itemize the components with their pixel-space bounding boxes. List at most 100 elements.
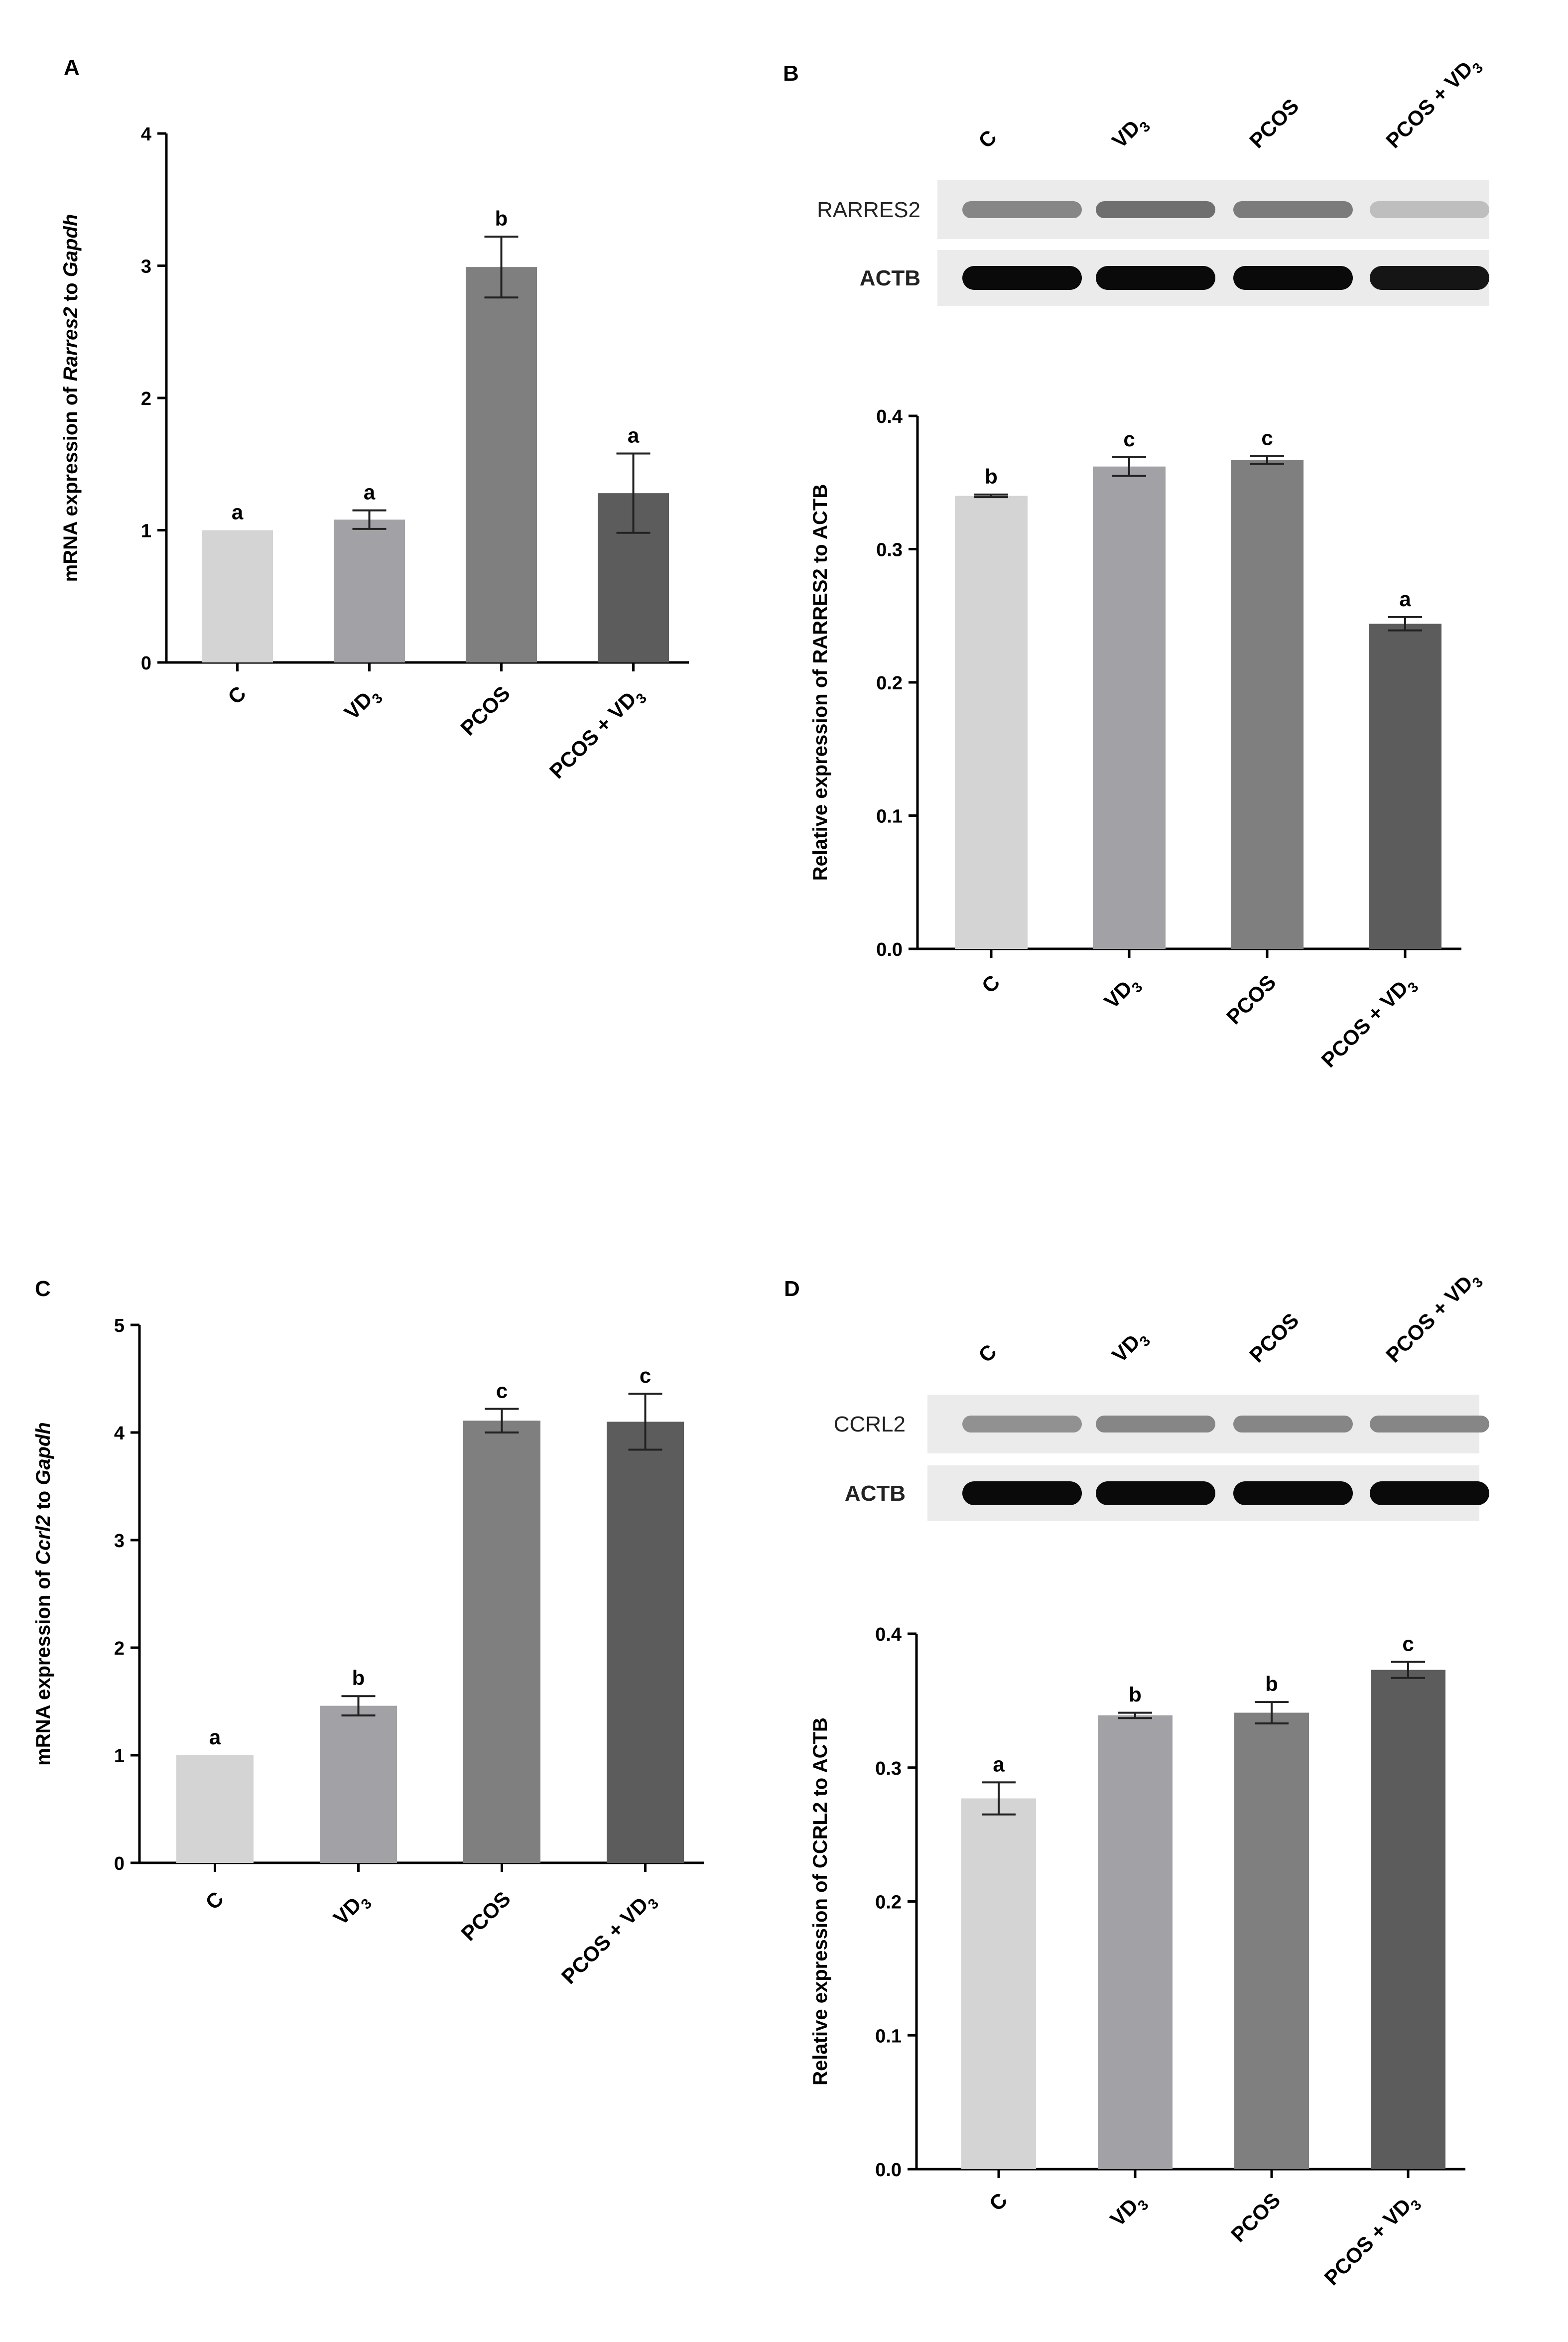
blot-lane-label: PCOS [1245, 94, 1303, 152]
bar-chart-b: B 0.0 0.1 0.2 0.3 0.4 Relative expression of R… [783, 61, 1461, 1075]
bar-b-2 [1231, 460, 1304, 949]
blot-lane-label: C [974, 1340, 1001, 1367]
y-axis-label: mRNA expression of Rarres2 to Gapdh [60, 214, 82, 582]
bar-c-0 [176, 1755, 254, 1863]
bar-d-1 [1098, 1715, 1173, 2169]
blot-band [1370, 1416, 1489, 1432]
bar-a-2 [466, 267, 537, 662]
y-tick-label: 0 [141, 653, 151, 674]
x-tick-label: PCOS [1222, 970, 1280, 1029]
blot-band [1096, 1481, 1215, 1505]
significance-letter: a [1399, 587, 1411, 611]
x-tick-label-group: PCOS + VD3​ [1319, 2188, 1425, 2293]
blot-band [1233, 1416, 1353, 1432]
x-tick-label-group: PCOS + VD3​ [1316, 970, 1422, 1075]
blot-band [962, 201, 1082, 218]
y-axis-label: Relative expression of RARRES2 to ACTB [809, 484, 831, 881]
blot-lane-label-group: PCOS + VD3​ [1381, 51, 1486, 152]
significance-letter: a [232, 501, 244, 524]
blot-lane-label-group: C [974, 1340, 1001, 1367]
bar-c-1 [320, 1705, 397, 1863]
blot-band [1096, 201, 1215, 218]
significance-letter: b [985, 465, 998, 488]
blot-band [1096, 266, 1215, 290]
blot-lane-label: VD3​ [1107, 1324, 1154, 1370]
significance-letter: b [352, 1666, 365, 1690]
x-tick-label-group: PCOS + VD3​ [557, 1887, 662, 1992]
panel-label-b: B [783, 61, 799, 86]
bar-chart-a: A 0 1 2 3 4 mRNA expression of Rarres2 to Gapd… [60, 55, 689, 783]
bar-b-1 [1093, 466, 1166, 949]
bar-a-0 [202, 530, 273, 662]
x-tick-label: VD3​ [340, 681, 386, 728]
blot-band [1370, 266, 1489, 290]
blot-band [962, 1481, 1082, 1505]
y-tick-label: 4 [141, 124, 151, 145]
x-tick-label-group: VD3​ [1105, 2188, 1152, 2231]
blot-row-label: CCRL2 [834, 1412, 906, 1436]
x-tick-label-group: C [201, 1887, 228, 1914]
significance-letter: c [1402, 1632, 1414, 1655]
panel-label-a: A [64, 55, 80, 80]
significance-letter: a [993, 1752, 1005, 1776]
x-tick-label-group: PCOS [1226, 2188, 1285, 2246]
significance-letter: a [364, 481, 376, 504]
western-blot-d: C VD3​ PCOS PCOS + VD3​ CCRL2 ACTB [834, 1265, 1489, 1521]
blot-lane-label-group: PCOS [1245, 1308, 1303, 1367]
significance-letter: b [495, 207, 508, 230]
y-tick-label: 0.4 [876, 406, 903, 427]
x-tick-label: PCOS [456, 681, 514, 740]
blot-row-label: ACTB [860, 266, 920, 290]
bar-a-1 [334, 520, 405, 662]
y-axis-label: Relative expression of CCRL2 to ACTB [809, 1717, 831, 2085]
y-tick-label: 2 [141, 389, 151, 409]
blot-lane-label: VD3​ [1107, 110, 1154, 156]
blot-row-label: RARRES2 [817, 198, 920, 222]
significance-letter: a [628, 424, 640, 447]
bar-d-0 [961, 1798, 1036, 2169]
blot-band [1233, 266, 1353, 290]
bar-d-2 [1234, 1712, 1309, 2169]
significance-letter: c [1261, 426, 1273, 449]
blot-lane-label-group: VD3​ [1107, 110, 1154, 156]
panel-label-c: C [35, 1277, 51, 1301]
x-tick-label: PCOS + VD3​ [557, 1887, 662, 1992]
panel-label-d: D [784, 1277, 800, 1301]
y-axis-label: mRNA expression of Ccrl2 to Gapdh [32, 1422, 54, 1766]
y-tick-label: 0.4 [875, 1624, 902, 1645]
x-tick-label-group: PCOS [456, 1887, 515, 1945]
blot-band [1233, 201, 1353, 218]
y-tick-label: 0.0 [875, 2160, 902, 2181]
x-tick-label: PCOS + VD3​ [1319, 2188, 1425, 2293]
y-tick-label: 0.2 [875, 1892, 902, 1913]
x-tick-label: PCOS + VD3​ [1316, 970, 1422, 1075]
x-tick-label: PCOS [456, 1887, 515, 1945]
blot-band [962, 266, 1082, 290]
bar-c-2 [463, 1421, 540, 1863]
blot-lane-label-group: C [974, 126, 1001, 153]
bar-b-3 [1369, 624, 1441, 949]
blot-lane-label: C [974, 126, 1001, 153]
y-tick-label: 0.3 [876, 540, 903, 561]
y-tick-label: 2 [114, 1638, 125, 1659]
x-tick-label: C [201, 1887, 228, 1914]
y-tick-label: 0.0 [876, 939, 903, 960]
significance-letter: b [1265, 1672, 1278, 1695]
x-tick-label-group: VD3​ [1099, 970, 1146, 1017]
bar-d-3 [1371, 1670, 1445, 2169]
x-tick-label-group: C [985, 2188, 1012, 2215]
x-tick-label-group: C [977, 970, 1005, 998]
y-tick-label: 0 [114, 1853, 125, 1874]
y-tick-label: 3 [114, 1531, 125, 1552]
y-tick-label: 3 [141, 257, 151, 277]
x-tick-label: PCOS [1226, 2188, 1285, 2246]
western-blot-b: C VD3​ PCOS PCOS + VD3​ RARRES2 ACTB [817, 51, 1489, 306]
y-tick-label: 0.3 [875, 1758, 902, 1779]
significance-letter: a [209, 1725, 221, 1749]
bar-b-0 [955, 496, 1028, 949]
significance-letter: b [1129, 1683, 1142, 1706]
x-tick-label-group: PCOS [456, 681, 514, 740]
x-tick-label: VD3​ [1099, 970, 1146, 1017]
y-tick-label: 0.1 [876, 806, 903, 827]
